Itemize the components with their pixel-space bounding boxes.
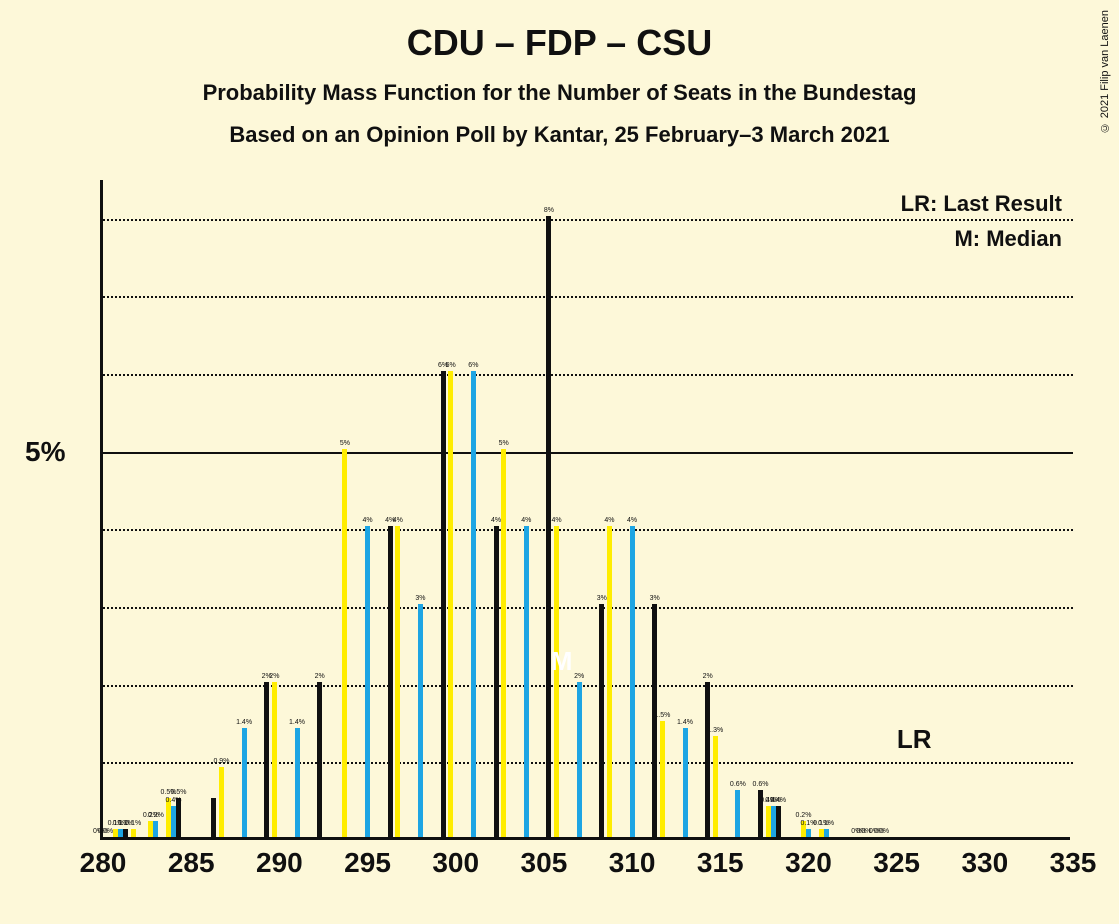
bar-value-label: 4% (491, 517, 501, 524)
bar-value-label: 4% (362, 517, 372, 524)
bar (577, 682, 582, 837)
chart-subtitle-2: Based on an Opinion Poll by Kantar, 25 F… (0, 106, 1119, 148)
bar-value-label: 6% (468, 362, 478, 369)
bar (660, 721, 665, 837)
bar (652, 604, 657, 837)
bar-value-label: 0.6% (753, 781, 769, 788)
chart-subtitle-1: Probability Mass Function for the Number… (0, 64, 1119, 106)
bar (317, 682, 322, 837)
bar (365, 526, 370, 837)
bar (123, 829, 128, 837)
bar (599, 604, 604, 837)
bar-value-label: 1.3% (707, 727, 723, 734)
bar-value-label: 1.4% (236, 719, 252, 726)
bar (501, 449, 506, 837)
bar (705, 682, 710, 837)
bar-value-label: 0.1% (125, 820, 141, 827)
x-tick-label: 290 (256, 847, 303, 879)
bar (554, 526, 559, 837)
bar-value-label: 5% (340, 440, 350, 447)
x-tick-label: 315 (697, 847, 744, 879)
bar (176, 798, 181, 837)
bar-value-label: 0.6% (730, 781, 746, 788)
bar (272, 682, 277, 837)
bar-value-label: 0.4% (770, 797, 786, 804)
bar (219, 767, 224, 837)
bar (388, 526, 393, 837)
bar-value-label: 0% (879, 828, 889, 835)
bar (683, 728, 688, 837)
legend-lr: LR: Last Result (901, 186, 1062, 221)
bar-value-label: 1.4% (289, 719, 305, 726)
bar (824, 829, 829, 837)
bar-value-label: 3% (415, 595, 425, 602)
bar-value-label: 4% (393, 517, 403, 524)
plot-region: 0%0%0%0.1%0.1%0.1%0.1%0.2%0.2%0.5%0.4%0.… (100, 180, 1070, 840)
y-axis-label: 5% (25, 436, 65, 468)
bar (546, 216, 551, 837)
bar-value-label: 1.4% (677, 719, 693, 726)
bar-value-label: 4% (551, 517, 561, 524)
bar-value-label: 2% (703, 673, 713, 680)
legend-m: M: Median (901, 221, 1062, 256)
bar (806, 829, 811, 837)
bar (524, 526, 529, 837)
last-result-marker: LR (897, 724, 932, 755)
x-tick-label: 305 (521, 847, 568, 879)
bar-value-label: 4% (521, 517, 531, 524)
bar-value-label: 4% (604, 517, 614, 524)
x-tick-label: 310 (609, 847, 656, 879)
x-tick-label: 330 (961, 847, 1008, 879)
x-tick-label: 280 (80, 847, 127, 879)
bar-value-label: 2% (574, 673, 584, 680)
bar-value-label: 0.1% (818, 820, 834, 827)
bar (713, 736, 718, 837)
bar (630, 526, 635, 837)
x-tick-label: 320 (785, 847, 832, 879)
bar (776, 806, 781, 837)
bar-value-label: 4% (627, 517, 637, 524)
median-marker: M (551, 646, 573, 677)
x-tick-label: 285 (168, 847, 215, 879)
bar (342, 449, 347, 837)
legend: LR: Last Result M: Median (901, 186, 1062, 256)
bar (441, 371, 446, 837)
bar (153, 821, 158, 837)
bar-value-label: 0% (103, 828, 113, 835)
x-tick-label: 300 (432, 847, 479, 879)
bar (295, 728, 300, 837)
bar-value-label: 1.5% (654, 712, 670, 719)
x-tick-label: 295 (344, 847, 391, 879)
bar-value-label: 2% (269, 673, 279, 680)
bar (494, 526, 499, 837)
bar-value-label: 8% (544, 207, 554, 214)
bar (471, 371, 476, 837)
bar (211, 798, 216, 837)
bar (395, 526, 400, 837)
bar-value-label: 3% (650, 595, 660, 602)
bar-value-label: 0.9% (213, 758, 229, 765)
bar (242, 728, 247, 837)
copyright-text: © 2021 Filip van Laenen (1099, 10, 1111, 133)
bar-value-label: 2% (315, 673, 325, 680)
x-tick-label: 325 (873, 847, 920, 879)
bar (448, 371, 453, 837)
bar-value-label: 5% (499, 440, 509, 447)
bar-value-label: 0.2% (148, 812, 164, 819)
chart-area: 0%0%0%0.1%0.1%0.1%0.1%0.2%0.2%0.5%0.4%0.… (100, 180, 1070, 840)
bar (418, 604, 423, 837)
bar-value-label: 0.5% (171, 789, 187, 796)
bar (264, 682, 269, 837)
x-tick-label: 335 (1050, 847, 1097, 879)
bar-value-label: 3% (597, 595, 607, 602)
bar-value-label: 0.2% (795, 812, 811, 819)
chart-title: CDU – FDP – CSU (0, 0, 1119, 64)
bar-value-label: 6% (446, 362, 456, 369)
bar (735, 790, 740, 837)
bar (131, 829, 136, 837)
bar (607, 526, 612, 837)
